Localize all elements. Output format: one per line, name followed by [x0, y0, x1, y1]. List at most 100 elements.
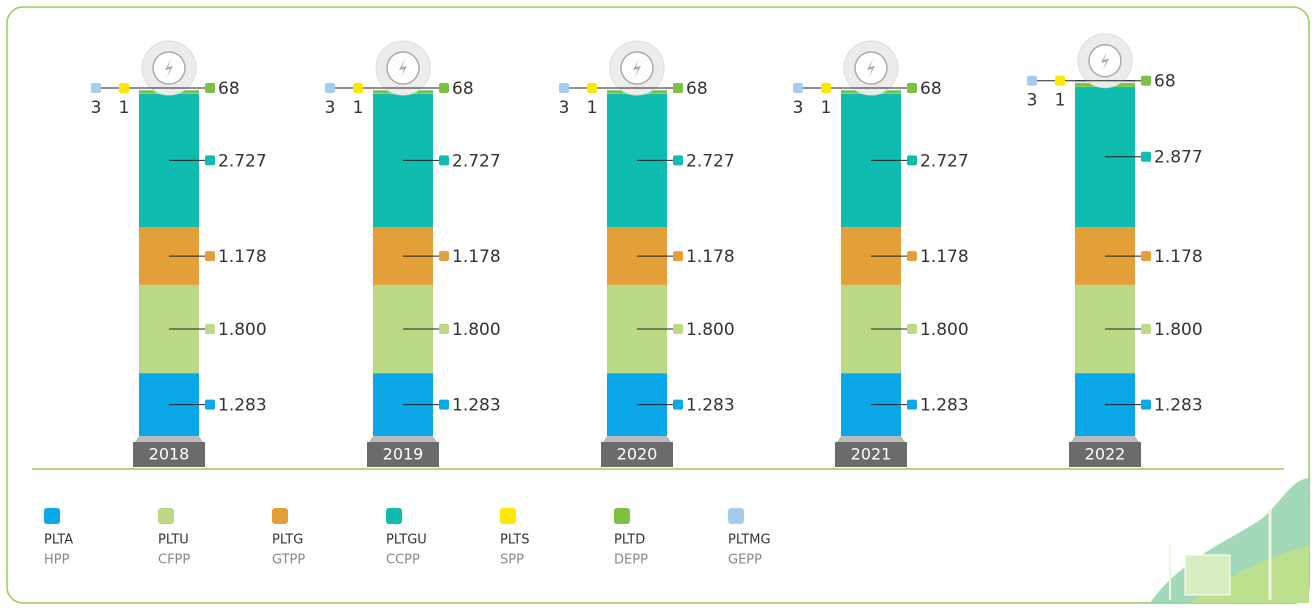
value-label: 1.178: [452, 247, 501, 267]
label-marker: [439, 251, 449, 262]
value-label: 1: [353, 98, 364, 118]
icon-bolt: [165, 59, 173, 78]
value-label: 3: [559, 98, 570, 118]
x-tick-label: 2018: [149, 445, 190, 464]
legend-label: PLTMG: [728, 533, 771, 548]
label-marker: [439, 324, 449, 335]
icon-bolt: [633, 59, 641, 78]
value-label: 1: [119, 98, 130, 118]
legend-sublabel: CCPP: [386, 553, 420, 568]
year-box: [601, 442, 673, 467]
label-marker: [907, 155, 917, 166]
label-marker: [1141, 251, 1151, 262]
label-marker: [1027, 75, 1037, 86]
value-label: 1.800: [218, 320, 267, 340]
label-marker: [673, 251, 683, 262]
label-marker: [907, 324, 917, 335]
label-marker: [205, 83, 215, 94]
legend-swatch: [272, 508, 288, 524]
label-marker: [205, 324, 215, 335]
legend-swatch: [44, 508, 60, 524]
x-tick-label: 2021: [851, 445, 892, 464]
label-marker: [907, 83, 917, 94]
value-label: 1.800: [920, 320, 969, 340]
label-marker: [673, 399, 683, 410]
icon-bolt: [399, 59, 407, 78]
label-marker: [559, 83, 569, 94]
legend-swatch: [158, 508, 174, 524]
pedestal: [837, 436, 905, 442]
year-box: [1069, 442, 1141, 467]
legend-sublabel: CFPP: [158, 553, 190, 568]
legend-label: PLTG: [272, 533, 303, 548]
landscape: [1150, 478, 1309, 603]
pedestal: [369, 436, 437, 442]
label-marker: [907, 399, 917, 410]
label-marker: [1141, 399, 1151, 410]
label-marker: [1141, 75, 1151, 86]
x-tick-label: 2020: [617, 445, 658, 464]
year-box: [367, 442, 439, 467]
label-marker: [821, 83, 831, 94]
value-label: 68: [218, 79, 240, 99]
value-label: 1.283: [686, 396, 735, 416]
value-label: 1.178: [1154, 247, 1203, 267]
value-label: 3: [793, 98, 804, 118]
legend-label: PLTA: [44, 533, 73, 548]
label-marker: [1141, 151, 1151, 162]
value-label: 1.800: [686, 320, 735, 340]
legend-label: PLTS: [500, 533, 530, 548]
value-label: 1.178: [686, 247, 735, 267]
label-marker: [793, 83, 803, 94]
icon-bolt: [1101, 51, 1109, 70]
label-marker: [439, 83, 449, 94]
value-label: 1.178: [920, 247, 969, 267]
value-label: 3: [91, 98, 102, 118]
pedestal: [1071, 436, 1139, 442]
value-label: 1: [1055, 91, 1066, 111]
label-marker: [205, 251, 215, 262]
value-label: 3: [1027, 91, 1038, 111]
legend-sublabel: SPP: [500, 553, 524, 568]
label-marker: [587, 83, 597, 94]
legend-label: PLTU: [158, 533, 189, 548]
value-label: 2.877: [1154, 148, 1203, 168]
value-label: 2.727: [452, 151, 501, 171]
x-tick-label: 2022: [1085, 445, 1126, 464]
value-label: 68: [686, 79, 708, 99]
year-box: [133, 442, 205, 467]
value-label: 1: [821, 98, 832, 118]
label-marker: [353, 83, 363, 94]
label-marker: [439, 155, 449, 166]
label-marker: [1141, 324, 1151, 335]
label-marker: [907, 251, 917, 262]
legend-sublabel: DEPP: [614, 553, 648, 568]
frame: [6, 6, 1310, 604]
label-marker: [673, 83, 683, 94]
legend-sublabel: GTPP: [272, 553, 305, 568]
legend-label: PLTGU: [386, 533, 427, 548]
label-marker: [439, 399, 449, 410]
value-label: 1.283: [218, 396, 267, 416]
value-label: 2.727: [686, 151, 735, 171]
value-label: 1.283: [920, 396, 969, 416]
legend-swatch: [386, 508, 402, 524]
label-marker: [91, 83, 101, 94]
year-box: [835, 442, 907, 467]
label-marker: [1055, 75, 1065, 86]
legend-swatch: [500, 508, 516, 524]
value-label: 3: [325, 98, 336, 118]
legend-sublabel: GEPP: [728, 553, 762, 568]
value-label: 1.283: [452, 396, 501, 416]
pedestal: [135, 436, 203, 442]
pedestal: [603, 436, 671, 442]
legend-swatch: [728, 508, 744, 524]
legend-swatch: [614, 508, 630, 524]
value-label: 68: [452, 79, 474, 99]
value-label: 1.800: [1154, 320, 1203, 340]
value-label: 1.178: [218, 247, 267, 267]
label-marker: [325, 83, 335, 94]
label-marker: [119, 83, 129, 94]
value-label: 2.727: [218, 151, 267, 171]
x-tick-label: 2019: [383, 445, 424, 464]
